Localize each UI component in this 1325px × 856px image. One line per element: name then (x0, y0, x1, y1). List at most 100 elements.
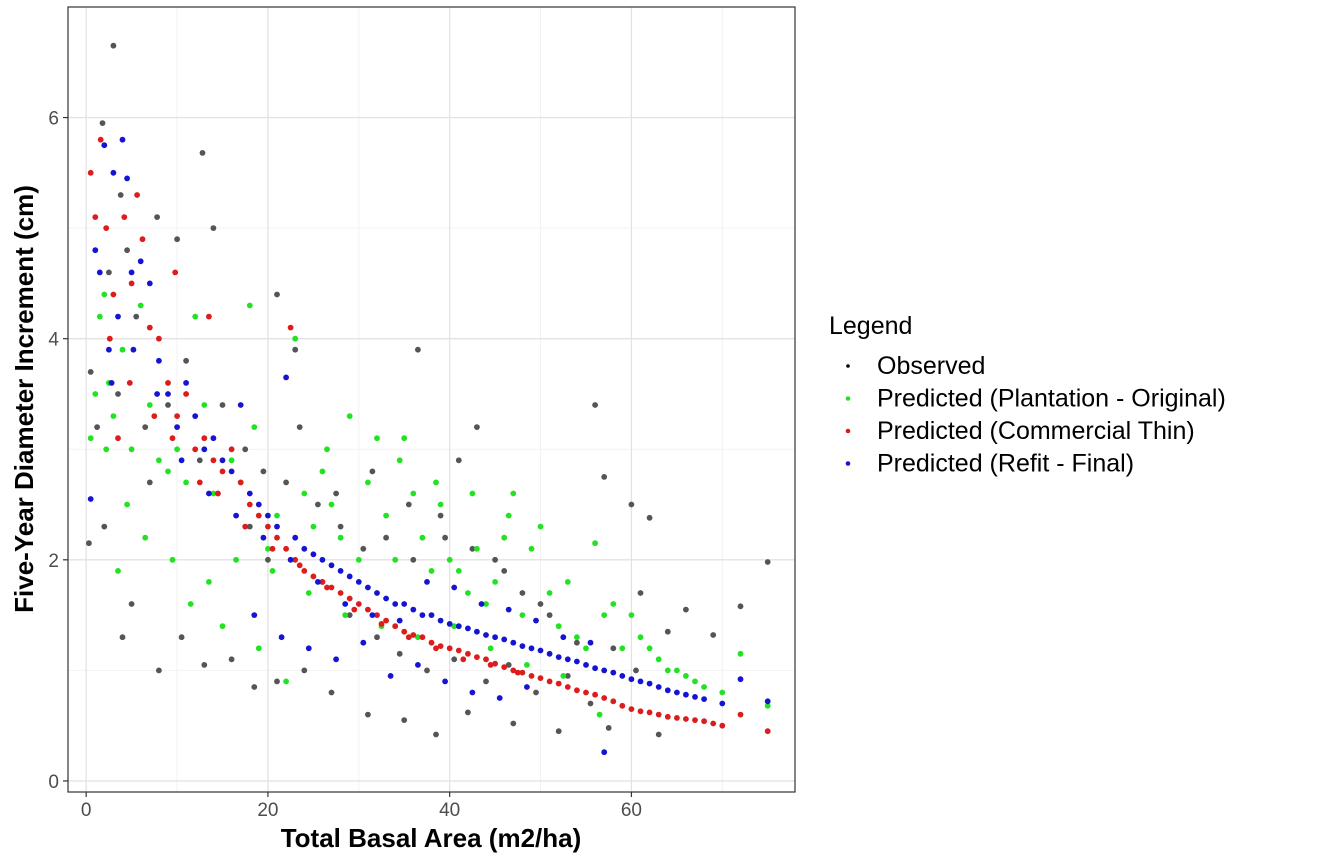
data-point (492, 660, 498, 667)
legend-title: Legend (829, 312, 912, 340)
data-point (378, 621, 385, 627)
data-point (287, 556, 294, 563)
data-point (583, 645, 589, 652)
data-point (219, 457, 226, 464)
plot-border (67, 6, 796, 793)
axis-ticks: 0 20 40 60 0 2 4 6 (48, 109, 642, 821)
data-point (610, 698, 617, 705)
data-point (501, 568, 508, 574)
data-point (246, 501, 253, 508)
data-point (410, 606, 417, 613)
data-point (265, 545, 271, 552)
data-point (719, 700, 726, 707)
data-point (283, 678, 289, 685)
data-point (596, 711, 603, 718)
data-point (96, 313, 103, 320)
data-point (415, 346, 421, 353)
data-point (469, 545, 476, 552)
data-point (274, 523, 280, 530)
data-point (301, 568, 308, 574)
data-point (383, 534, 389, 541)
data-point (305, 645, 312, 652)
data-point (610, 645, 617, 652)
data-point (564, 579, 571, 585)
data-point (455, 568, 462, 574)
data-point (646, 645, 653, 652)
data-point (92, 214, 99, 221)
data-point (324, 446, 330, 453)
data-point (110, 42, 117, 49)
data-point (228, 446, 235, 453)
data-point (192, 313, 199, 320)
data-point (446, 645, 453, 652)
data-point (483, 632, 489, 638)
data-point (142, 424, 149, 430)
data-point (487, 645, 494, 652)
series-3 (87, 136, 771, 735)
data-point (446, 556, 453, 563)
data-point (251, 684, 258, 690)
data-point (537, 523, 544, 530)
data-point (108, 380, 115, 386)
data-point (139, 236, 146, 243)
data-point (156, 357, 162, 364)
data-point (564, 656, 571, 663)
data-point (94, 424, 100, 430)
data-point (351, 606, 358, 613)
data-point (383, 617, 389, 624)
data-point (154, 391, 161, 397)
data-point (592, 540, 598, 547)
data-point (119, 346, 126, 353)
data-point (233, 512, 240, 519)
data-point (764, 702, 771, 709)
data-point (655, 656, 662, 663)
data-point (199, 150, 206, 156)
data-point (519, 612, 526, 618)
data-point (392, 556, 399, 563)
data-point (115, 391, 121, 397)
data-point (437, 617, 444, 624)
y-tick-label: 2 (48, 551, 59, 572)
data-point (328, 501, 335, 508)
data-point (637, 708, 644, 715)
data-point (333, 490, 339, 497)
series-4 (87, 136, 771, 756)
data-point (533, 689, 539, 696)
data-point (130, 346, 137, 353)
data-point (146, 402, 153, 408)
data-point (355, 601, 362, 607)
data-point (510, 490, 517, 497)
data-point (210, 225, 217, 232)
data-point (165, 391, 171, 397)
data-point (110, 413, 117, 419)
data-point (583, 662, 589, 668)
legend-label: Predicted (Commercial Thin) (877, 417, 1195, 445)
data-point (392, 601, 399, 607)
y-axis-title: Five-Year Diameter Increment (cm) (9, 185, 39, 613)
data-point (374, 634, 380, 641)
data-point (396, 457, 403, 464)
data-point (419, 534, 426, 541)
data-point (474, 628, 480, 635)
data-point (401, 717, 408, 723)
data-point (492, 556, 498, 563)
data-point (101, 523, 108, 530)
data-point (410, 556, 417, 563)
data-point (501, 664, 508, 670)
data-point (174, 424, 181, 430)
data-point (101, 291, 108, 298)
data-point (601, 749, 608, 756)
legend-items: Observed Predicted (Plantation - Original… (845, 352, 1226, 478)
x-tick-label: 60 (621, 800, 642, 821)
data-point (133, 313, 140, 320)
data-point (664, 687, 671, 694)
data-point (319, 556, 326, 563)
data-point (274, 512, 280, 519)
data-point (419, 634, 426, 641)
data-point (165, 380, 171, 386)
data-point (228, 656, 235, 663)
data-point (165, 402, 171, 408)
data-point (664, 667, 671, 674)
data-point (564, 684, 571, 690)
